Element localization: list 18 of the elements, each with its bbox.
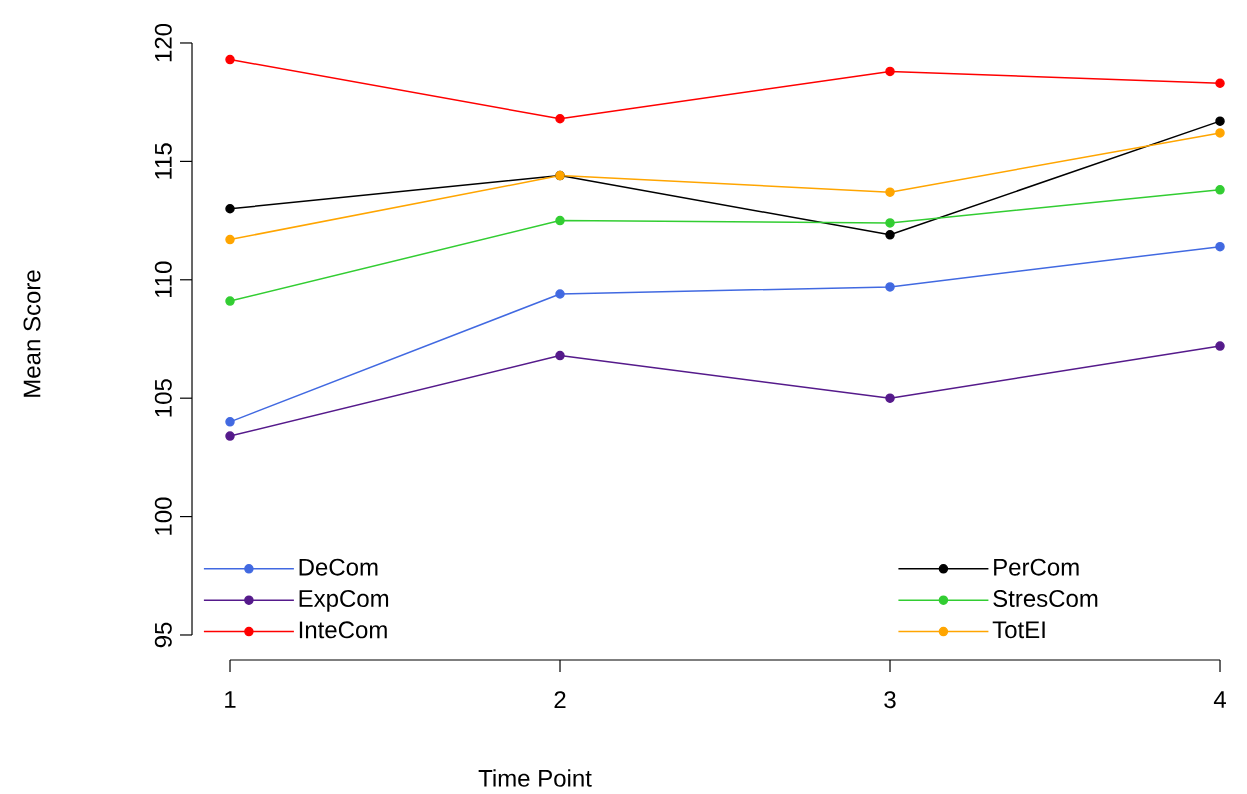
y-tick-label: 120 <box>154 23 172 62</box>
legend-label: ExpCom <box>299 590 389 612</box>
x-axis-title: Time Point <box>478 769 592 787</box>
x-tick-label: 2 <box>554 691 566 708</box>
x-tick-label: 4 <box>1213 691 1226 708</box>
y-tick-label: 100 <box>154 497 172 535</box>
y-tick-label: 115 <box>155 143 172 179</box>
legend-label: StresCom <box>993 590 1098 608</box>
y-tick-label: 110 <box>154 261 172 298</box>
y-axis-title: Mean Score <box>23 270 41 397</box>
y-tick-label: 105 <box>154 379 172 417</box>
x-tick-label: 3 <box>884 691 896 709</box>
y-tick-label: 95 <box>154 622 172 648</box>
legend-label: InteCom <box>299 621 387 639</box>
legend-label: PerCom <box>994 558 1079 576</box>
legend-label: DeCom <box>299 558 378 576</box>
legend-label: TotEI <box>992 621 1045 639</box>
x-tick-label: 1 <box>225 691 236 708</box>
